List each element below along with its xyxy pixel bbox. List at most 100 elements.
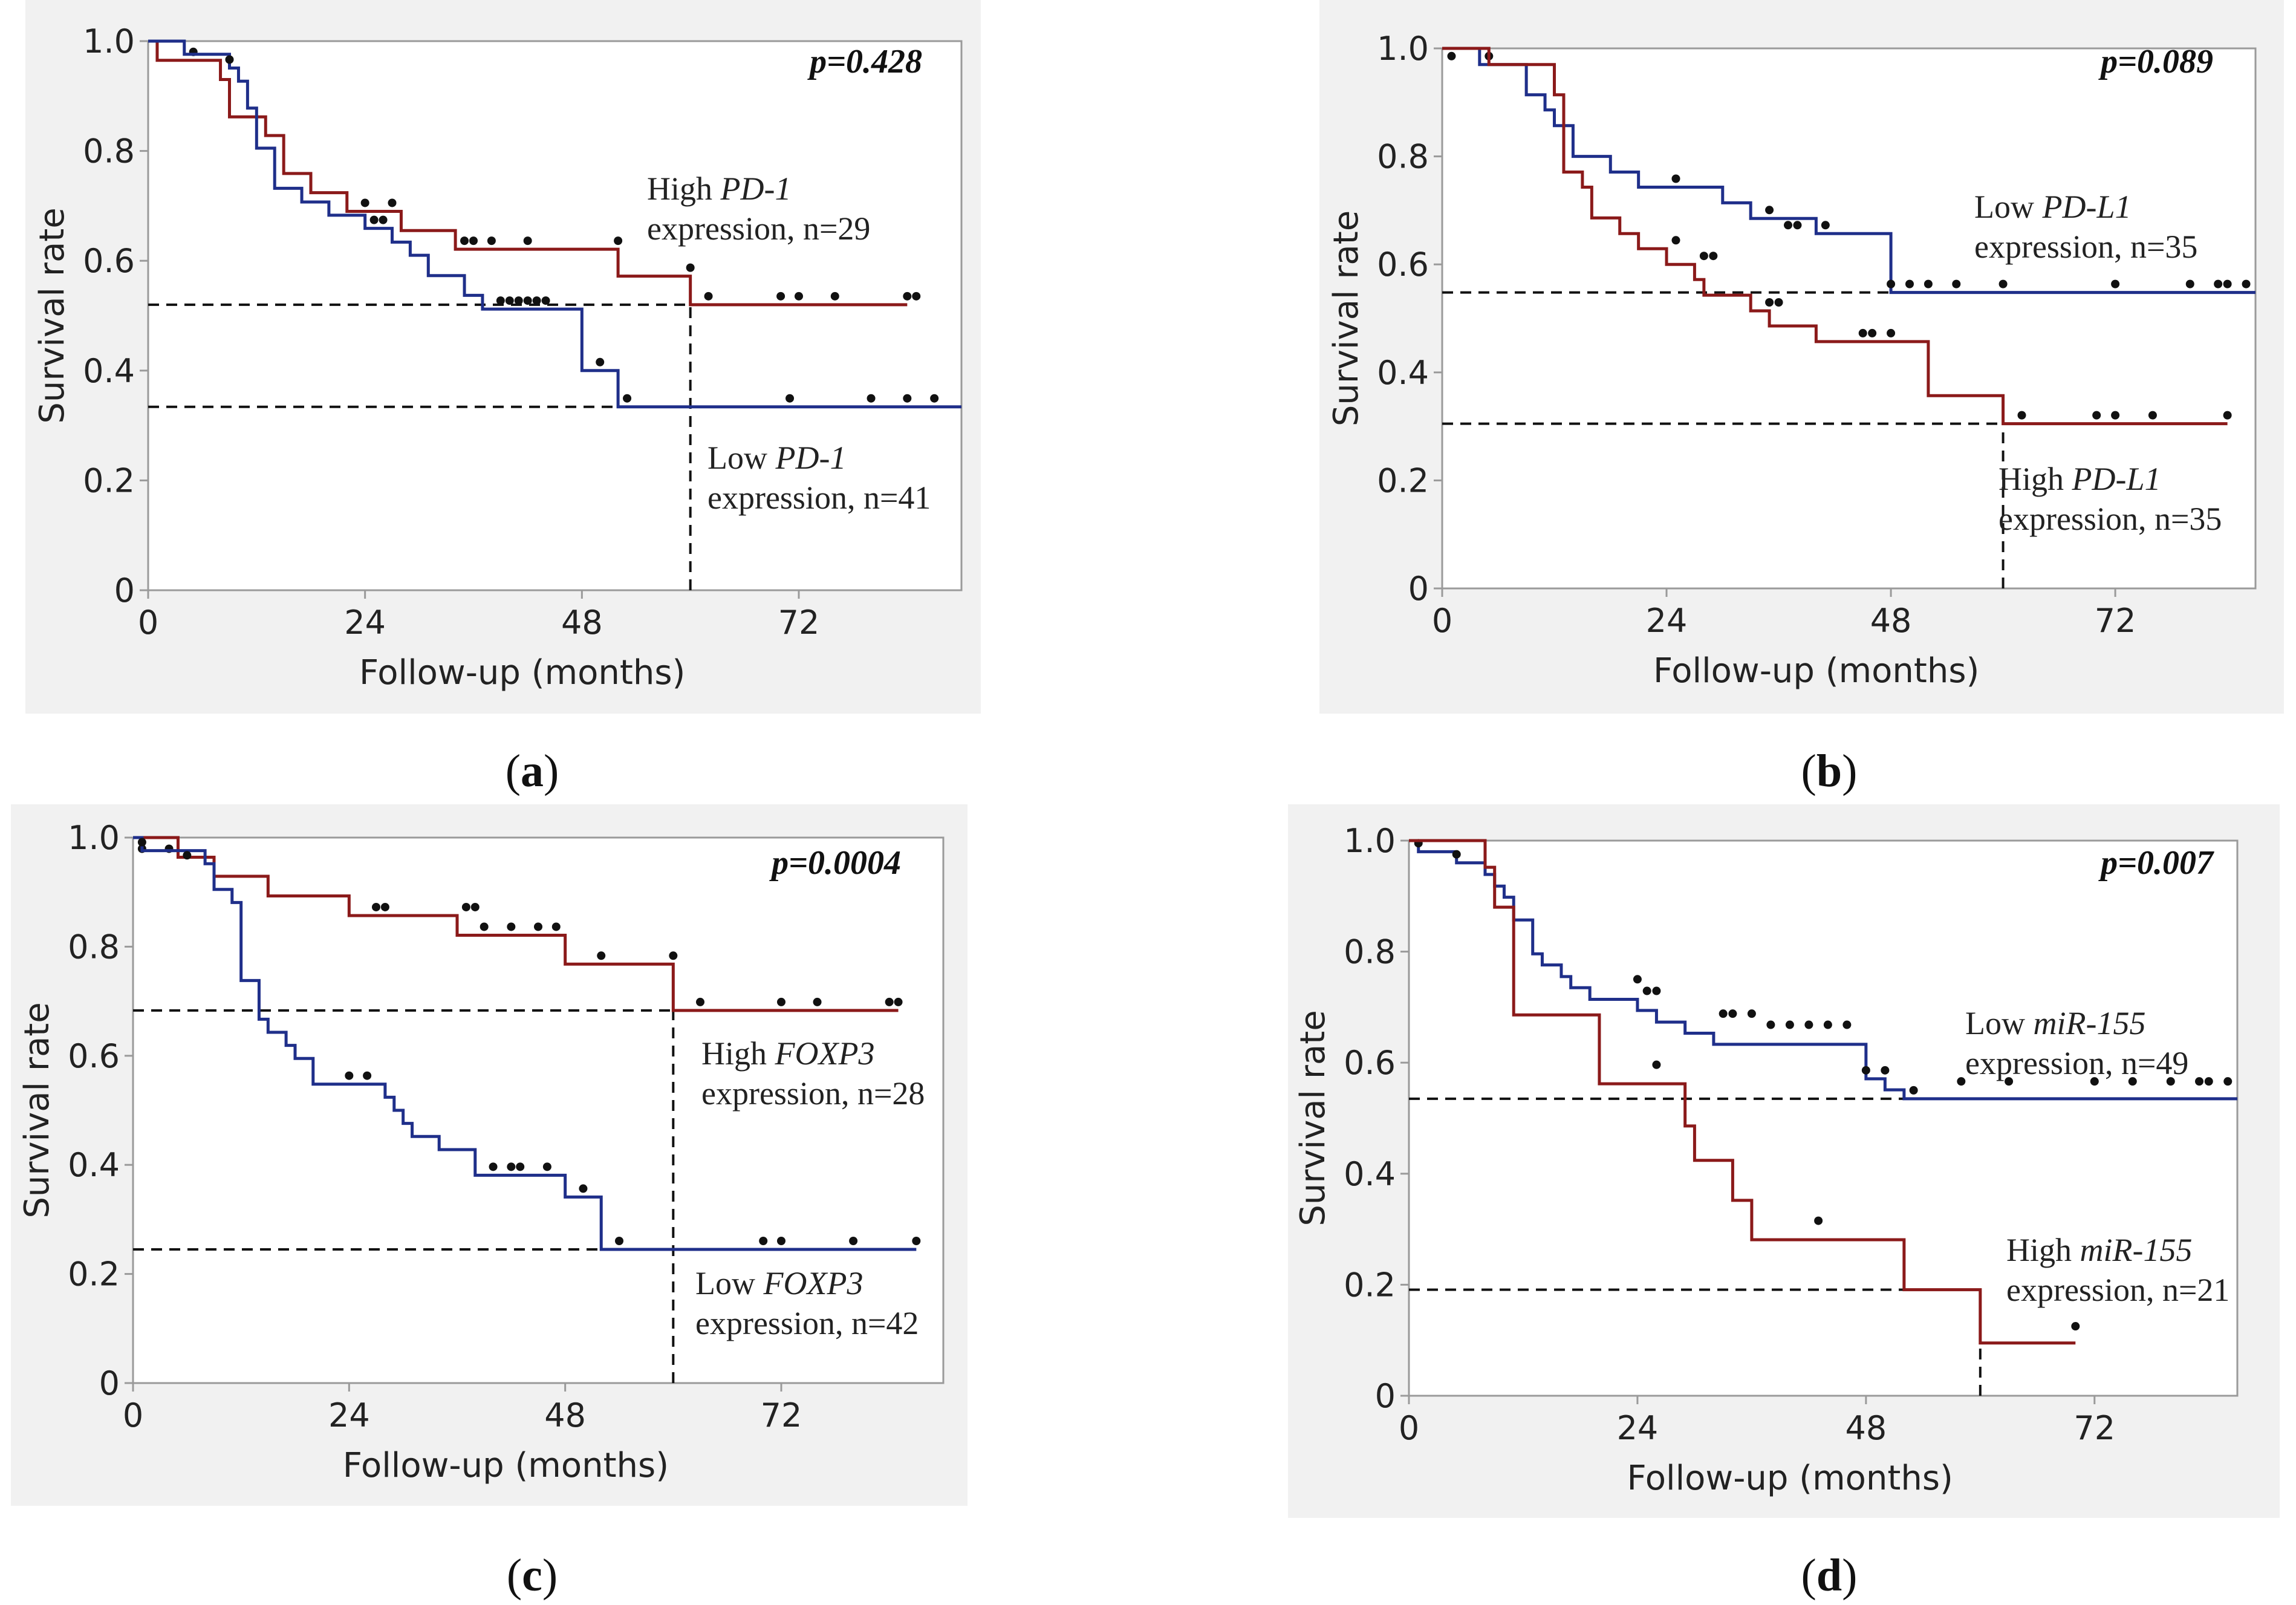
censor-mark [1709, 252, 1718, 261]
censor-mark [1774, 298, 1783, 307]
censor-mark [1671, 236, 1680, 245]
censor-mark [912, 1237, 921, 1246]
censor-mark [2017, 411, 2026, 420]
y-axis-title: Survival rate [1293, 1010, 1333, 1226]
censor-mark [830, 291, 839, 301]
annotation-gene: FOXP3 [763, 1265, 863, 1301]
censor-mark [380, 902, 389, 911]
censor-mark [460, 236, 469, 246]
censor-mark [1957, 1077, 1966, 1086]
censor-mark [1858, 328, 1867, 337]
y-tick-label: 0 [1375, 1377, 1396, 1415]
censor-mark [777, 1237, 785, 1246]
survival-curve-high-pd-1 [148, 39, 908, 307]
y-tick-label: 0.6 [1377, 246, 1429, 284]
y-tick-label: 0 [114, 571, 135, 610]
censor-mark [623, 394, 632, 403]
p-value: p=0.0004 [769, 844, 901, 882]
survival-curve-high-foxp3 [133, 836, 899, 1012]
censor-mark [2185, 279, 2194, 288]
censor-mark [1447, 51, 1456, 60]
censor-mark [379, 215, 388, 224]
survival-curve-high-mir-155 [1409, 839, 2076, 1345]
censor-mark [461, 902, 470, 911]
censor-mark [551, 922, 561, 931]
censor-mark [885, 997, 894, 1006]
y-tick-label: 0.2 [1344, 1266, 1396, 1304]
censor-mark [1823, 1020, 1832, 1029]
censor-mark [776, 291, 785, 301]
p-value: p=0.089 [2098, 43, 2213, 80]
censor-mark [496, 296, 505, 305]
y-tick-label: 1.0 [68, 819, 120, 857]
censor-mark [514, 296, 523, 305]
censor-mark [759, 1237, 768, 1246]
y-tick-label: 0.8 [1377, 138, 1429, 176]
survival-curve-low-pd-l1 [1442, 47, 2255, 295]
censor-mark [2128, 1077, 2137, 1086]
x-axis-title: Follow-up (months) [359, 653, 685, 692]
censor-mark [487, 236, 496, 246]
series-annotation-line2: expression, n=35 [1998, 501, 2222, 537]
censor-mark [507, 1162, 516, 1171]
plot-area [1441, 47, 2257, 590]
censor-mark [2092, 411, 2101, 420]
censor-mark [1909, 1086, 1918, 1095]
censor-mark [704, 291, 713, 301]
censor-mark [1814, 1216, 1823, 1225]
censor-mark [480, 922, 489, 931]
y-tick-label: 0.4 [83, 352, 135, 390]
censor-mark [523, 236, 532, 246]
censor-mark [516, 1162, 525, 1171]
y-tick-label: 0.4 [1344, 1155, 1396, 1193]
censor-mark [1887, 279, 1896, 288]
x-tick-label: 48 [1846, 1409, 1887, 1447]
censor-mark [903, 291, 912, 301]
series-annotation-line2: expression, n=49 [1965, 1045, 2188, 1081]
x-tick-label: 0 [1399, 1409, 1419, 1447]
panel-label: (a) [506, 746, 559, 796]
x-axis-title: Follow-up (months) [343, 1446, 669, 1485]
annotation-prefix: High [701, 1035, 775, 1072]
censor-mark [2111, 279, 2120, 288]
x-axis-title: Follow-up (months) [1627, 1459, 1953, 1498]
censor-mark [2166, 1077, 2175, 1086]
censor-mark [1642, 986, 1651, 995]
censor-mark [597, 951, 606, 960]
x-tick-label: 24 [1617, 1409, 1659, 1447]
censor-mark [470, 902, 480, 911]
censor-mark [1652, 1060, 1661, 1069]
annotation-prefix: High [647, 171, 721, 207]
y-tick-label: 1.0 [83, 22, 135, 60]
censor-mark [369, 215, 379, 224]
x-tick-label: 48 [1870, 602, 1912, 640]
censor-mark [849, 1237, 858, 1246]
censor-mark [686, 263, 695, 272]
censor-mark [1868, 328, 1877, 337]
censor-mark [489, 1162, 498, 1171]
x-tick-label: 24 [1646, 602, 1688, 640]
censor-mark [1785, 1020, 1794, 1029]
censor-mark [1765, 206, 1774, 215]
censor-mark [541, 296, 550, 305]
x-tick-label: 24 [344, 604, 386, 642]
censor-mark [2214, 279, 2223, 288]
censor-mark [1699, 252, 1708, 261]
censor-mark [1728, 1009, 1737, 1018]
censor-mark [1821, 221, 1830, 230]
censor-mark [894, 997, 903, 1006]
panel-label: (c) [507, 1550, 558, 1601]
censor-mark [1765, 298, 1774, 307]
censor-mark [1747, 1009, 1756, 1018]
y-tick-label: 1.0 [1377, 30, 1429, 68]
censor-mark [1861, 1066, 1870, 1075]
plot-area [1408, 839, 2239, 1397]
censor-mark [1887, 328, 1896, 337]
censor-mark [388, 198, 397, 207]
censor-mark [2148, 411, 2157, 420]
censor-mark [523, 296, 532, 305]
censor-mark [1998, 279, 2008, 288]
censor-mark [1804, 1020, 1813, 1029]
censor-mark [903, 394, 912, 403]
